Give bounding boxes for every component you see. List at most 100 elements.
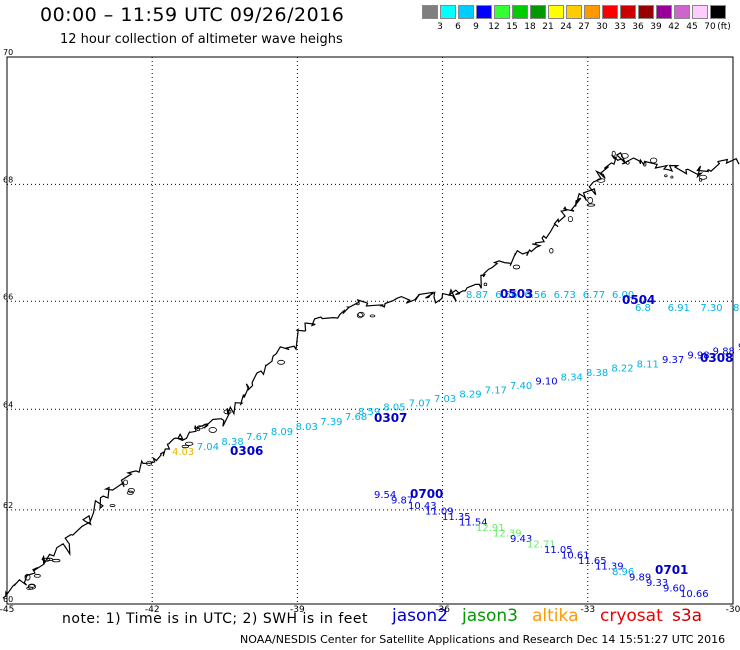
swh-value: 11.05 — [544, 545, 573, 556]
swh-value: 11.39 — [595, 562, 624, 573]
pass-time-label: 0504 — [622, 293, 655, 307]
note-text: note: 1) Time is in UTC; 2) SWH is in fe… — [62, 611, 369, 627]
legend-swatch — [512, 5, 528, 19]
swh-value: 8.59 — [733, 303, 740, 314]
altimeter-tracks: 8.87 6.56 6.56 6.73 6.77 6.00 0503 6.8 6.91 7.30 8… — [172, 287, 740, 600]
legend-label: 9 — [473, 22, 479, 32]
island — [42, 557, 51, 562]
swh-value: 9.33 — [646, 578, 668, 589]
island — [196, 427, 201, 432]
swh-value: 8.34 — [561, 372, 583, 383]
legend-swatch — [422, 5, 438, 19]
lat-label: 70 — [3, 48, 13, 57]
lon-label: -36 — [435, 605, 450, 615]
swh-value: 9.37 — [662, 355, 684, 366]
legend-swatch — [566, 5, 582, 19]
swh-value: 9.98 — [687, 351, 709, 362]
pass-time-label: 0306 — [230, 444, 263, 458]
legend-label: 18 — [524, 22, 536, 32]
swh-value: 7.04 — [197, 442, 219, 453]
island — [587, 197, 594, 204]
lat-label: 60 — [3, 595, 13, 604]
island — [223, 409, 232, 415]
legend-swatch — [584, 5, 600, 19]
satellite-name: s3a — [672, 606, 703, 626]
legend-swatch — [602, 5, 618, 19]
coastline-path — [2, 151, 740, 599]
island — [181, 444, 189, 449]
lat-lon-grid — [6, 56, 734, 605]
island — [625, 160, 630, 165]
legend-label: 3 — [437, 22, 443, 32]
swh-value: 10.66 — [680, 589, 709, 600]
legend-label: 33 — [614, 22, 626, 32]
legend-swatch — [548, 5, 564, 19]
map-title: 00:00 – 11:59 UTC 09/26/2016 — [40, 4, 345, 26]
island — [196, 425, 204, 430]
legend-swatch — [530, 5, 546, 19]
lat-label: 68 — [3, 175, 13, 184]
greenland-coastline — [2, 150, 740, 599]
swh-value: 6.00 — [612, 290, 634, 301]
island — [184, 441, 194, 446]
island — [356, 312, 364, 319]
island — [596, 178, 606, 183]
legend-label: 27 — [578, 22, 590, 32]
island — [24, 573, 31, 581]
swh-value: 8.87 — [466, 290, 488, 301]
swh-value: 9.88 — [713, 346, 735, 357]
swh-value: 9.349 — [738, 342, 740, 353]
satellite-name: jason2 — [392, 606, 448, 626]
swh-value: 7.40 — [510, 381, 532, 392]
island — [611, 150, 616, 157]
island — [357, 311, 365, 318]
island — [483, 282, 488, 287]
island — [512, 264, 521, 270]
swh-value: 8.29 — [459, 390, 481, 401]
swh-value: 7.07 — [409, 398, 431, 409]
island — [127, 487, 135, 494]
legend-unit: (ft) — [717, 22, 731, 32]
island — [586, 203, 596, 207]
map-frame — [6, 56, 734, 605]
swh-value: 12.91 — [476, 523, 505, 534]
swh-value: 8.05 — [383, 403, 405, 414]
legend-label: 36 — [632, 22, 644, 32]
swh-value: 6.91 — [668, 303, 690, 314]
swh-value: 6.56 — [495, 290, 517, 301]
swh-value: 7.17 — [485, 385, 507, 396]
legend-swatch — [674, 5, 690, 19]
legend-swatch — [638, 5, 654, 19]
lat-label: 64 — [3, 400, 13, 409]
swh-value: 7.39 — [320, 417, 342, 428]
island — [109, 504, 116, 507]
axis-labels: 70 68 66 64 62 60-45 -42 -39 -36 -33 -30 — [0, 48, 740, 615]
swh-value: 8.38 — [586, 368, 608, 379]
swh-value: 8.59 — [358, 407, 380, 418]
legend-label: 6 — [455, 22, 461, 32]
swh-value: 8.03 — [296, 422, 318, 433]
island — [567, 216, 573, 223]
legend-label: 15 — [506, 22, 518, 32]
lat-label: 66 — [3, 292, 13, 301]
swh-value: 10.43 — [408, 501, 437, 512]
lon-label: -45 — [0, 605, 14, 615]
island — [33, 574, 41, 578]
legend-label: 45 — [686, 22, 698, 32]
swh-value: 8.09 — [271, 427, 293, 438]
swh-value: 7.68 — [345, 412, 367, 423]
swh-value: 9.87 — [391, 496, 413, 507]
pass-time-label: 0700 — [410, 487, 443, 501]
island — [355, 302, 360, 306]
swh-value: 9.60 — [663, 584, 685, 595]
legend-swatch — [620, 5, 636, 19]
island — [643, 162, 647, 167]
legend-swatch — [440, 5, 456, 19]
swh-value: 6.56 — [524, 290, 546, 301]
swh-value: 12.71 — [527, 540, 556, 551]
swh-value: 8.38 — [221, 437, 243, 448]
island — [277, 359, 285, 365]
island — [369, 314, 376, 318]
legend-swatch — [710, 5, 726, 19]
